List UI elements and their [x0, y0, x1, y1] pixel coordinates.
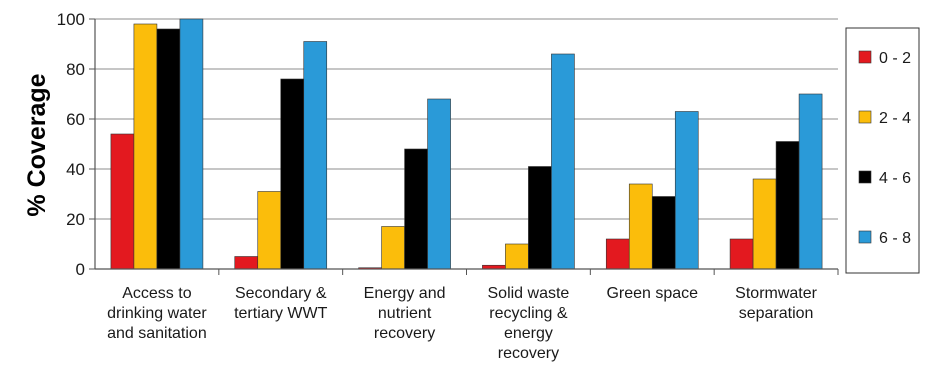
- bar: [110, 133, 135, 270]
- legend-label: 2 - 4: [879, 110, 911, 127]
- bar: [234, 256, 259, 270]
- bar: [505, 243, 529, 270]
- x-category-label: Stormwater separation: [735, 285, 817, 322]
- x-category-label: Energy and nutrient recovery: [364, 285, 446, 342]
- y-axis-label: % Coverage: [23, 73, 51, 216]
- y-tick-labels: 0 20 40 60 80 100: [57, 10, 85, 279]
- x-category-labels: Access to drinking water and sanitation Sec…: [107, 285, 818, 362]
- bar: [551, 53, 575, 270]
- bar: [133, 23, 158, 270]
- bars: [110, 18, 823, 270]
- bar: [303, 41, 328, 270]
- bar: [605, 238, 630, 270]
- bar: [156, 28, 181, 270]
- bar: [628, 183, 653, 270]
- legend-swatch: [858, 230, 872, 244]
- legend-label: 4 - 6: [879, 170, 911, 187]
- legend-box: [845, 27, 920, 274]
- legend-swatch: [858, 110, 872, 124]
- bar: [280, 78, 305, 270]
- legend-swatch: [858, 50, 872, 64]
- y-tick-label: 60: [66, 110, 85, 129]
- x-category-label: Access to drinking water and sanitation: [107, 285, 207, 342]
- bar: [257, 191, 282, 270]
- y-tick-label: 20: [66, 210, 85, 229]
- bar: [381, 226, 405, 270]
- bar: [752, 178, 777, 270]
- x-category-label: Green space: [606, 285, 698, 302]
- bar: [404, 148, 428, 270]
- bar: [798, 93, 823, 270]
- y-tick-label: 80: [66, 60, 85, 79]
- bar: [179, 18, 204, 270]
- y-tick-label: 40: [66, 160, 85, 179]
- bar: [528, 166, 552, 270]
- x-category-label: Secondary & tertiary WWT: [234, 285, 328, 322]
- bar: [651, 196, 676, 270]
- legend-label: 6 - 8: [879, 230, 911, 247]
- legend-swatch: [858, 170, 872, 184]
- x-category-label: Solid waste recycling & energy recovery: [488, 285, 570, 362]
- bar: [427, 98, 451, 270]
- bar: [729, 238, 754, 270]
- bar: [775, 141, 800, 270]
- gridlines: [95, 18, 838, 220]
- legend-label: 0 - 2: [879, 50, 911, 67]
- axes: [89, 18, 839, 275]
- y-tick-label: 0: [76, 260, 85, 279]
- legend: 0 - 2 2 - 4 4 - 6 6 - 8: [845, 27, 920, 274]
- bar: [674, 111, 699, 270]
- y-tick-label: 100: [57, 10, 85, 29]
